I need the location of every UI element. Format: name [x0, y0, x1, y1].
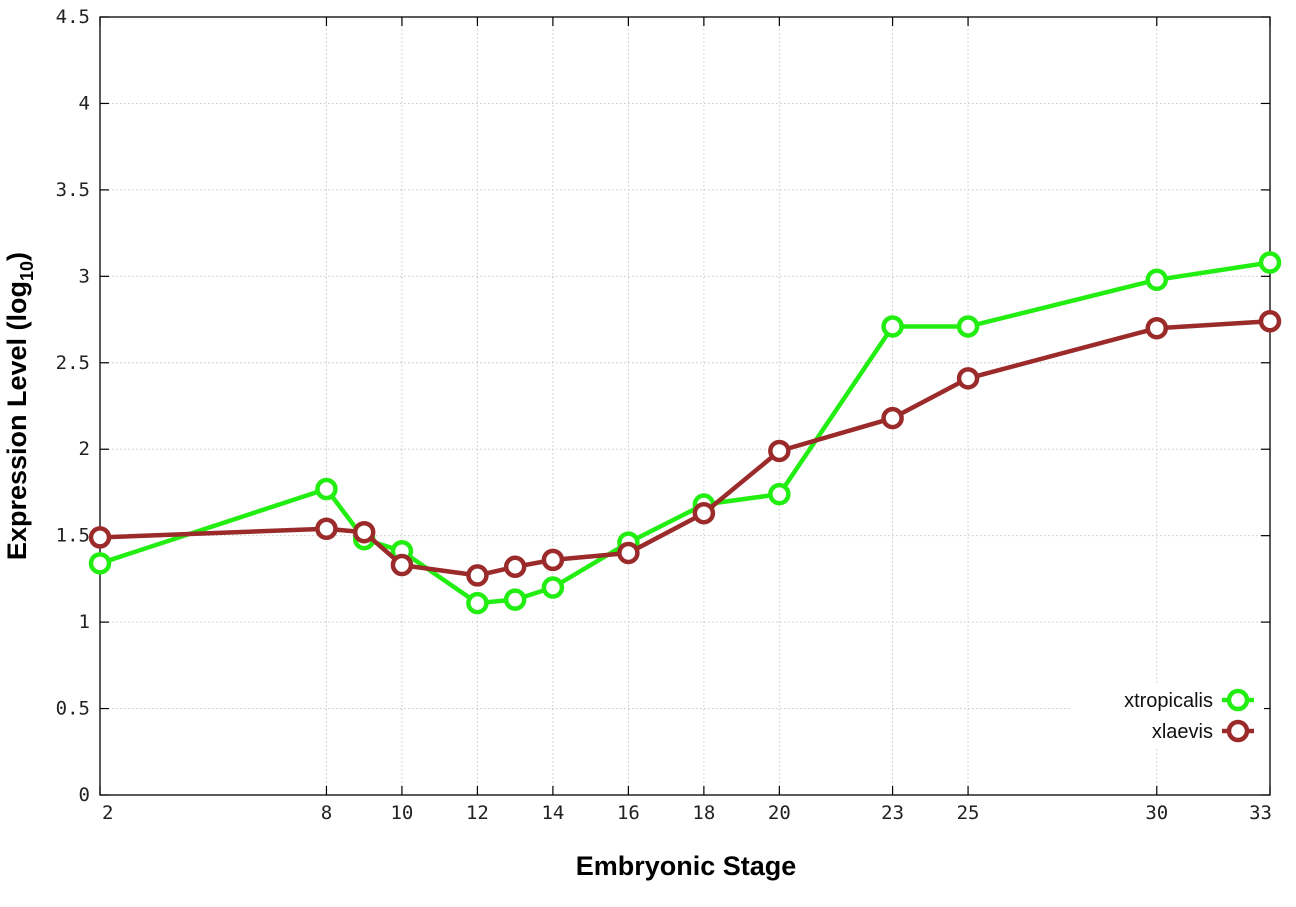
data-point-xtropicalis [881, 315, 904, 338]
data-point-xlaevis [768, 439, 791, 463]
x-tick-label: 18 [692, 802, 715, 824]
series-line-xlaevis [99, 319, 1271, 578]
x-tick-label: 14 [541, 802, 564, 824]
data-point-xtropicalis [88, 552, 112, 575]
legend-marker-swatch [1226, 688, 1250, 712]
data-point-xtropicalis [1258, 251, 1282, 274]
data-point-xtropicalis [315, 477, 338, 501]
data-point-xtropicalis [956, 315, 980, 338]
data-point-xlaevis [617, 541, 640, 565]
data-point-xtropicalis [541, 576, 565, 599]
data-point-xlaevis [88, 526, 112, 549]
data-point-xtropicalis [466, 591, 489, 615]
x-tick-label: 20 [768, 802, 791, 824]
legend-marker-swatch [1226, 719, 1250, 743]
y-tick-label: 1 [79, 611, 90, 633]
x-tick-label: 25 [957, 802, 980, 824]
x-axis-ticks: 2 8 10 12 14 16 18 20 23 25 30 33 [99, 17, 1272, 824]
x-tick-label: 33 [1249, 802, 1272, 824]
data-point-xlaevis [692, 501, 716, 525]
data-point-xlaevis [956, 367, 980, 390]
x-tick-label: 2 [102, 802, 113, 824]
x-axis-title: Embryonic Stage [576, 851, 797, 881]
legend-item-xlaevis: xlaevis [1152, 719, 1254, 743]
x-tick-label: 8 [321, 802, 332, 824]
y-tick-label: 2.5 [56, 352, 90, 374]
plot-frame [99, 16, 1271, 796]
series-line-xtropicalis [99, 260, 1271, 606]
legend-item-xtropicalis: xtropicalis [1124, 688, 1254, 712]
y-tick-label: 3 [79, 265, 90, 287]
series-xlaevis [88, 310, 1282, 587]
data-point-xtropicalis [768, 482, 791, 506]
y-tick-label: 0 [79, 784, 90, 806]
x-tick-label: 23 [881, 802, 904, 824]
y-axis-ticks: 0 0.5 1 1.5 2 2.5 3 3.5 4 4.5 [56, 6, 1270, 806]
x-tick-label: 30 [1145, 802, 1168, 824]
data-point-xtropicalis [503, 588, 527, 611]
y-axis-title: Expression Level (log10) [2, 252, 37, 560]
series-layer [88, 251, 1282, 615]
grid [100, 17, 1270, 795]
y-tick-label: 3.5 [56, 179, 90, 201]
y-axis-title-subscript: 10 [17, 261, 37, 281]
y-tick-label: 1.5 [56, 525, 90, 547]
y-tick-label: 4 [79, 92, 90, 114]
y-tick-label: 0.5 [56, 698, 90, 720]
y-tick-label: 4.5 [56, 6, 90, 28]
data-point-xlaevis [503, 555, 527, 579]
data-point-xlaevis [315, 517, 338, 541]
legend-label: xtropicalis [1124, 690, 1213, 712]
data-point-xtropicalis [1145, 268, 1169, 292]
x-tick-label: 16 [617, 802, 640, 824]
data-point-xlaevis [541, 548, 565, 572]
y-axis-title-main: Expression Level (log [2, 281, 32, 560]
data-point-xlaevis [1145, 316, 1169, 340]
legend: xtropicalis xlaevis [1072, 683, 1264, 749]
y-axis-title-close: ) [2, 252, 32, 261]
data-point-xlaevis [466, 564, 489, 587]
x-tick-label: 12 [466, 802, 489, 824]
legend-label: xlaevis [1152, 721, 1213, 743]
series-xtropicalis [88, 251, 1282, 615]
y-tick-label: 2 [79, 438, 90, 460]
data-point-xlaevis [352, 520, 376, 544]
data-point-xlaevis [881, 406, 904, 430]
data-point-xlaevis [390, 553, 414, 577]
data-point-xlaevis [1258, 310, 1282, 333]
x-tick-label: 10 [390, 802, 413, 824]
